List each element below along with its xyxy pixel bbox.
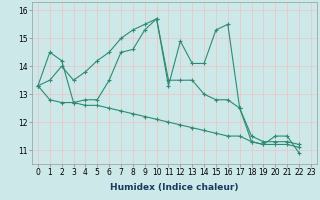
X-axis label: Humidex (Indice chaleur): Humidex (Indice chaleur)	[110, 183, 239, 192]
